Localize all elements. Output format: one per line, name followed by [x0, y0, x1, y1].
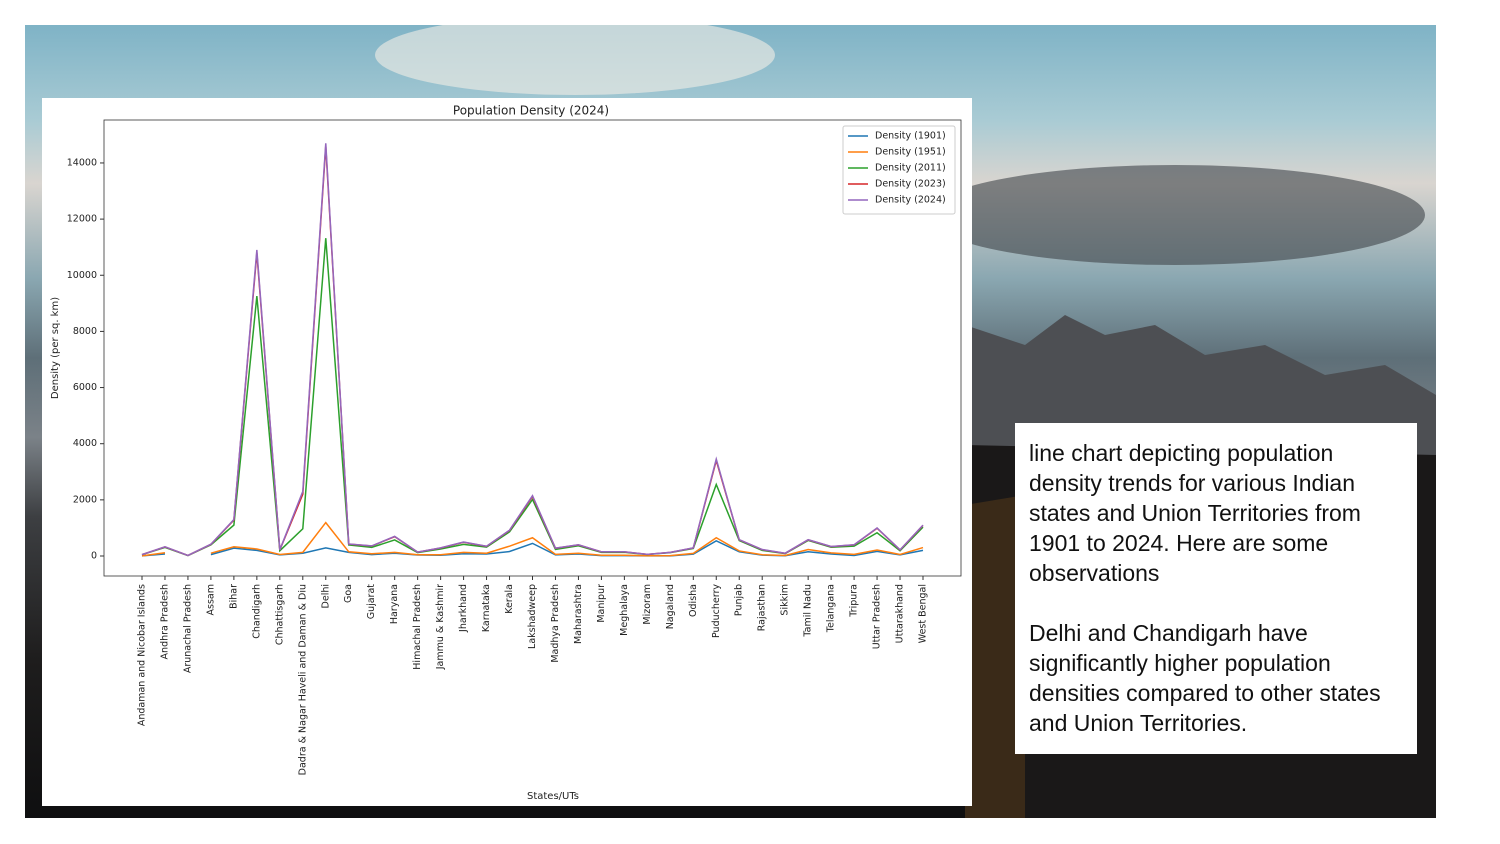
x-tick-label: Arunachal Pradesh	[182, 584, 193, 673]
x-tick-label: Goa	[343, 584, 354, 603]
x-tick-label: Assam	[205, 584, 216, 615]
x-tick-label: Lakshadweep	[527, 584, 538, 649]
plot-frame	[103, 119, 962, 577]
x-tick-label: Uttarakhand	[895, 584, 906, 643]
y-tick-label: 0	[91, 551, 97, 562]
cloud	[925, 165, 1425, 265]
series-line	[141, 521, 924, 557]
y-tick-label: 4000	[73, 438, 97, 449]
x-tick-label: Himachal Pradesh	[412, 584, 423, 670]
x-tick-label: Nagaland	[665, 584, 676, 629]
x-tick-label: Uttar Pradesh	[872, 584, 883, 649]
x-tick-label: Puducherry	[711, 584, 722, 638]
x-tick-label: Maharashtra	[573, 584, 584, 644]
y-tick-label: 2000	[73, 494, 97, 505]
x-axis-label: States/UTs	[527, 791, 579, 802]
series-line	[141, 143, 924, 557]
legend-box	[842, 125, 956, 215]
x-tick-label: Jharkhand	[458, 584, 469, 633]
series-line	[141, 540, 924, 557]
x-tick-label: Chhattisgarh	[274, 584, 285, 645]
x-tick-label: Gujarat	[366, 584, 377, 620]
x-tick-label: Jammu & Kashmir	[435, 584, 446, 670]
y-axis-label: Density (per sq. km)	[50, 297, 61, 399]
x-tick-label: Delhi	[320, 584, 331, 608]
legend-label: Density (2023)	[875, 179, 946, 190]
cloud	[375, 25, 775, 95]
x-tick-label: Karnataka	[481, 584, 492, 632]
legend-label: Density (2011)	[875, 163, 946, 174]
series-line	[141, 146, 924, 557]
x-tick-label: Rajasthan	[757, 584, 768, 631]
y-tick-label: 14000	[67, 157, 97, 168]
x-tick-label: Meghalaya	[619, 584, 630, 636]
x-tick-label: Mizoram	[642, 584, 653, 625]
chart-panel: Population Density (2024) States/UTs Den…	[42, 98, 972, 806]
x-tick-label: Odisha	[688, 584, 699, 617]
x-tick-label: Haryana	[389, 584, 400, 624]
x-tick-label: West Bengal	[918, 584, 929, 643]
x-tick-label: Telangana	[826, 584, 837, 633]
legend-label: Density (2024)	[875, 195, 946, 206]
y-tick-label: 8000	[73, 326, 97, 337]
legend-label: Density (1951)	[875, 147, 946, 158]
x-tick-label: Tamil Nadu	[803, 584, 814, 638]
text-box: line chart depicting population density …	[1015, 423, 1417, 754]
chart: Population Density (2024) States/UTs Den…	[50, 104, 962, 802]
paragraph: Delhi and Chandigarh have significantly …	[1029, 620, 1381, 736]
x-tick-label: Chandigarh	[251, 584, 262, 639]
y-tick-label: 12000	[67, 214, 97, 225]
x-tick-label: Kerala	[504, 584, 515, 614]
x-tick-label: Dadra & Nagar Haveli and Daman & Diu	[297, 584, 308, 775]
x-tick-label: Andaman and Nicobar Islands	[137, 584, 148, 726]
x-tick-label: Madhya Pradesh	[550, 584, 561, 663]
x-tick-label: Bihar	[228, 584, 239, 609]
x-tick-label: Andhra Pradesh	[159, 584, 170, 659]
x-tick-label: Tripura	[849, 584, 860, 618]
forest-light	[965, 495, 1025, 818]
chart-title: Population Density (2024)	[453, 104, 609, 118]
y-tick-label: 6000	[73, 382, 97, 393]
x-tick-label: Manipur	[596, 584, 607, 623]
x-tick-label: Sikkim	[780, 584, 791, 616]
y-tick-label: 10000	[67, 270, 97, 281]
x-tick-label: Punjab	[734, 584, 745, 616]
legend-label: Density (1901)	[875, 131, 946, 142]
paragraph: line chart depicting population density …	[1029, 440, 1361, 586]
